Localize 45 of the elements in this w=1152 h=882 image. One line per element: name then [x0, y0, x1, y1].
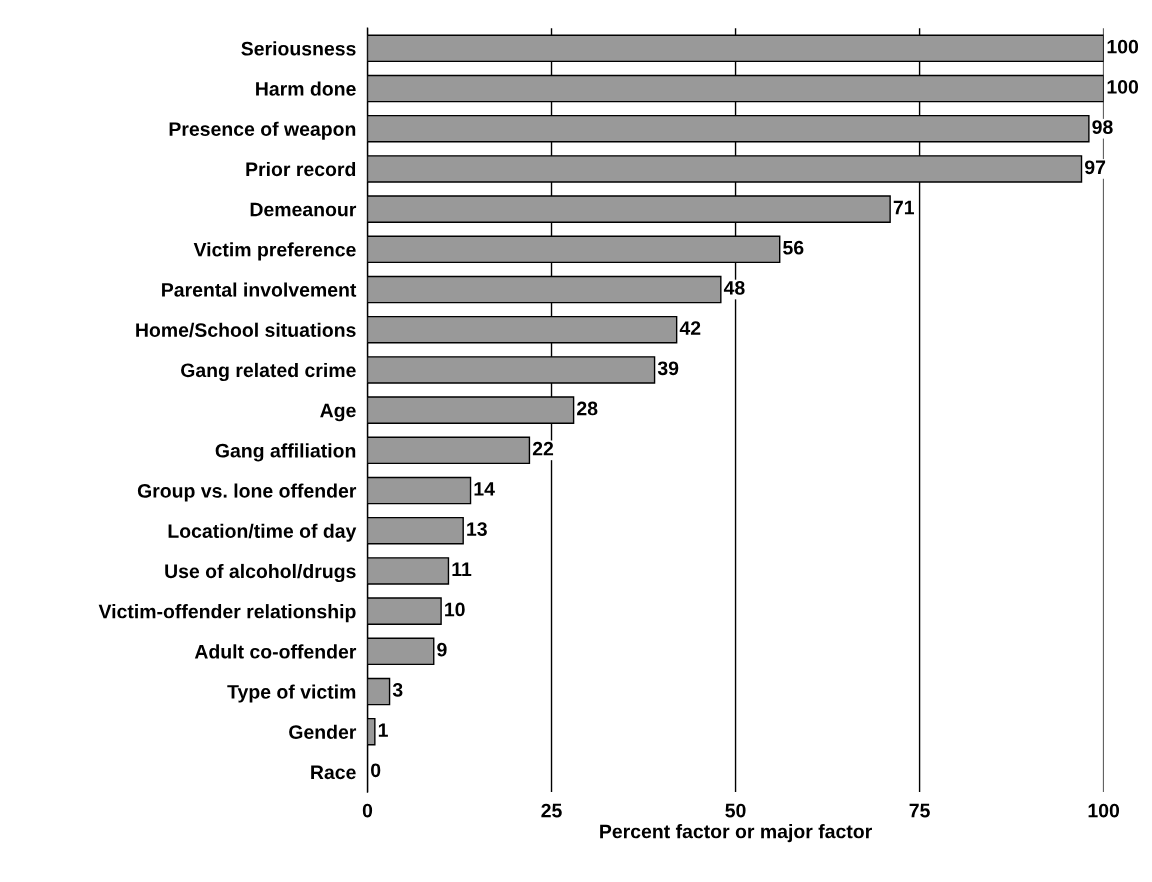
data-label: 14: [474, 482, 495, 496]
data-label: 100: [1107, 39, 1139, 54]
y-tick-label: Location/time of day: [168, 523, 357, 542]
data-label: 100: [1107, 79, 1139, 94]
y-tick-label: Gender: [289, 724, 357, 739]
y-tick-label: Parental involvement: [162, 282, 357, 297]
y-tick-label: Demeanour: [250, 202, 357, 217]
data-label: 9: [437, 642, 447, 657]
y-tick-label: Home/School situations: [136, 322, 356, 338]
x-tick-label: 0: [362, 803, 373, 818]
data-label: 11: [452, 562, 472, 576]
data-label: 48: [723, 280, 745, 295]
data-label: 0: [371, 763, 381, 778]
x-tick-label: 75: [909, 803, 930, 818]
data-label: 3: [392, 682, 403, 697]
y-tick-label: Adult co-offender: [194, 644, 357, 659]
y-tick-label: Prior record: [246, 161, 356, 177]
data-label: 28: [577, 401, 598, 416]
bar: [367, 436, 531, 465]
y-tick-label: Type of victim: [227, 684, 356, 703]
data-label: 71: [893, 200, 914, 215]
y-tick-label: Harm done: [256, 81, 356, 96]
y-tick-label: Seriousness: [241, 41, 356, 56]
data-label: 13: [467, 522, 487, 536]
data-label: 97: [1084, 160, 1106, 175]
y-tick-label: Gang related crime: [181, 362, 356, 382]
x-tick-label: 25: [541, 803, 562, 818]
y-tick-label: Group vs. lone offender: [137, 483, 357, 502]
data-label: 1: [378, 723, 388, 737]
y-tick-label: Victim-offender relationship: [98, 604, 356, 623]
y-tick-label: Age: [320, 403, 356, 422]
data-label: 39: [657, 361, 679, 376]
x-axis-title: Percent factor or major factor: [600, 824, 872, 843]
y-tick-label: Gang affiliation: [215, 443, 356, 462]
x-tick-label: 100: [1088, 803, 1120, 818]
y-tick-label: Race: [311, 765, 356, 780]
x-tick-label: 50: [725, 803, 746, 818]
y-tick-label: Victim preference: [193, 242, 356, 261]
data-label: 98: [1092, 120, 1113, 134]
data-label: 56: [783, 240, 804, 255]
data-label: 42: [679, 321, 701, 335]
y-tick-label: Use of alcohol/drugs: [165, 563, 356, 583]
data-label: 22: [532, 441, 554, 456]
data-label: 10: [445, 602, 465, 617]
y-tick-label: Presence of weapon: [169, 121, 356, 140]
